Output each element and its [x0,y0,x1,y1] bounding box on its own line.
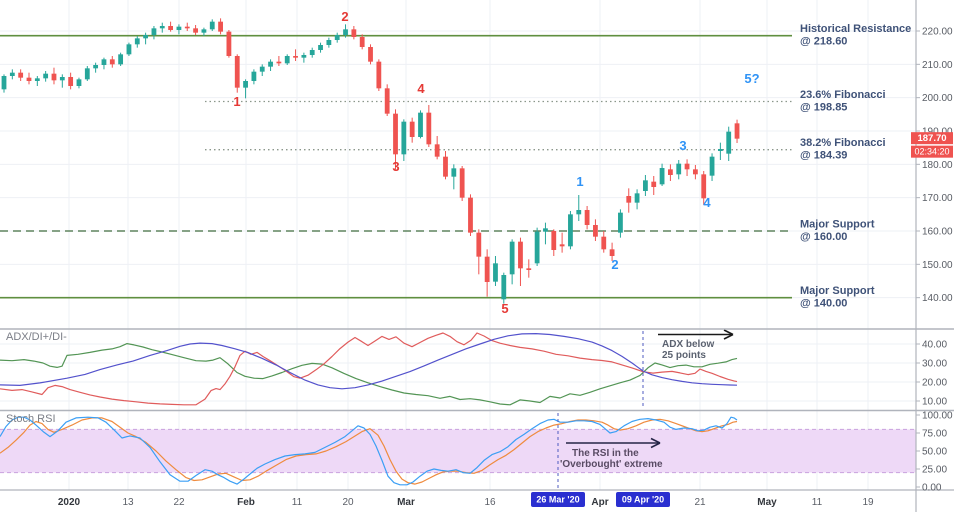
time-tick-label: 22 [173,497,185,508]
time-tick-label: 20 [342,497,354,508]
time-tick-label: 11 [812,497,823,508]
overbought-oversold-band [0,429,916,473]
date-marker-badge[interactable] [616,492,670,507]
wave-label-red-5[interactable]: 5 [501,301,508,316]
level-label: 23.6% Fibonacci [800,89,886,101]
adx-tick-label: 30.00 [922,359,947,370]
stoch-tick-label: 25.00 [922,465,947,476]
time-tick-label: Mar [397,497,415,508]
stoch-tick-label: 75.00 [922,429,947,440]
price-tick-label: 160.00 [922,226,953,237]
time-tick-label: 21 [694,497,706,508]
level-label: 38.2% Fibonacci [800,137,886,149]
countdown-value: 02:34:20 [914,147,949,157]
time-tick-label: May [757,497,777,508]
time-tick-label: Apr [591,497,608,508]
price-tick-label: 180.00 [922,160,953,171]
stoch-annotation[interactable]: The RSI in the [572,448,639,459]
time-tick-label: Feb [237,497,255,508]
adx-annotation[interactable]: ADX below [662,339,714,350]
adx-line [0,333,738,390]
adx-annotation[interactable]: 25 points [662,350,706,361]
level-label: Major Support [800,285,875,297]
level-label: @ 218.60 [800,36,847,48]
adx-tick-label: 40.00 [922,340,947,351]
countdown-badge [911,145,953,158]
level-label: @ 198.85 [800,101,847,113]
date-marker-label: 09 Apr '20 [622,495,664,505]
price-tick-label: 200.00 [922,93,953,104]
wave-label-red-2[interactable]: 2 [341,9,348,24]
date-marker-badge[interactable] [531,492,585,507]
stoch-tick-label: 0.00 [922,483,942,494]
date-marker-label: 26 Mar '20 [536,495,579,505]
current-price-badge [911,132,953,145]
price-tick-label: 190.00 [922,126,953,137]
di-minus-line [0,332,738,406]
time-tick-label: 11 [292,497,303,508]
price-tick-label: 210.00 [922,60,953,71]
time-axis[interactable] [0,490,954,512]
stoch-tick-label: 100.00 [922,411,953,422]
current-price-value: 187.70 [917,133,946,144]
adx-tick-label: 10.00 [922,397,947,408]
level-label: Historical Resistance [800,23,911,35]
candles [1,18,740,304]
level-label: @ 160.00 [800,231,847,243]
wave-label-blue-5?[interactable]: 5? [744,71,759,86]
di-plus-line [0,343,738,406]
level-label: Major Support [800,218,875,230]
wave-label-red-1[interactable]: 1 [233,94,240,109]
level-label: @ 140.00 [800,298,847,310]
time-tick-label: 16 [484,497,496,508]
wave-label-blue-2[interactable]: 2 [611,257,618,272]
time-tick-label: 13 [122,497,134,508]
wave-label-red-3[interactable]: 3 [392,159,399,174]
price-axis[interactable] [916,0,954,490]
time-tick-label: 2020 [58,497,81,508]
wave-label-blue-3[interactable]: 3 [679,138,686,153]
wave-label-blue-4[interactable]: 4 [703,195,711,210]
wave-label-red-4[interactable]: 4 [417,81,425,96]
price-tick-label: 150.00 [922,260,953,271]
wave-label-blue-1[interactable]: 1 [576,174,583,189]
stoch-tick-label: 50.00 [922,447,947,458]
stoch-d-line [0,417,738,485]
time-tick-label: 19 [862,497,874,508]
level-label: @ 184.39 [800,150,847,162]
stoch-k-line [0,416,738,486]
adx-tick-label: 20.00 [922,378,947,389]
stoch-annotation[interactable]: 'Overbought' extreme [560,459,663,470]
price-tick-label: 140.00 [922,293,953,304]
price-tick-label: 170.00 [922,193,953,204]
price-tick-label: 220.00 [922,27,953,38]
